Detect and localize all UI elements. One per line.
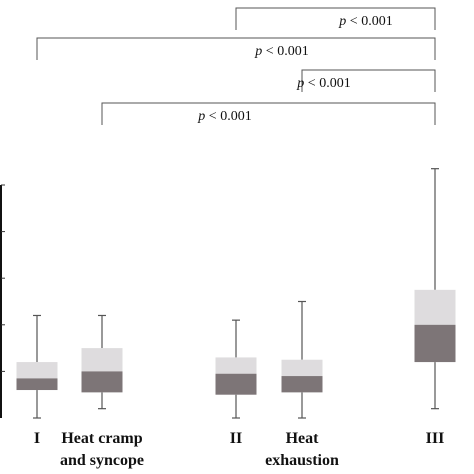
box-lower-quartile [414, 324, 456, 363]
box-upper-quartile [414, 289, 456, 325]
x-category-label: exhaustion [265, 452, 339, 469]
significance-bracket [301, 69, 436, 92]
box-upper-quartile [81, 348, 123, 372]
box-lower-quartile [16, 378, 58, 391]
p-value-label: p < 0.001 [338, 14, 392, 29]
x-category-label: and syncope [60, 452, 144, 469]
x-category-label: II [230, 430, 242, 447]
box-lower-quartile [81, 371, 123, 393]
box-lower-quartile [281, 376, 323, 393]
x-category-label: III [426, 430, 445, 447]
p-value-label: p < 0.001 [197, 109, 251, 124]
significance-bracket [235, 7, 436, 30]
significance-bracket [36, 37, 436, 60]
significance-bracket [101, 102, 436, 125]
p-value-label: p < 0.001 [296, 76, 350, 91]
box-lower-quartile [215, 373, 257, 395]
box-upper-quartile [281, 359, 323, 377]
x-category-label: Heat [286, 430, 320, 447]
x-category-label: Heat cramp [61, 430, 142, 447]
x-category-label: I [34, 430, 40, 447]
box-upper-quartile [16, 362, 58, 379]
p-value-label: p < 0.001 [254, 44, 308, 59]
box-upper-quartile [215, 357, 257, 374]
